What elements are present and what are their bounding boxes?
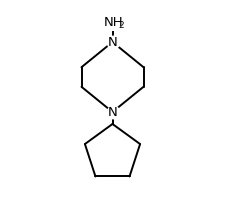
Text: N: N bbox=[108, 106, 117, 118]
Text: NH: NH bbox=[104, 17, 123, 29]
Text: 2: 2 bbox=[118, 21, 124, 30]
Text: N: N bbox=[108, 36, 117, 48]
